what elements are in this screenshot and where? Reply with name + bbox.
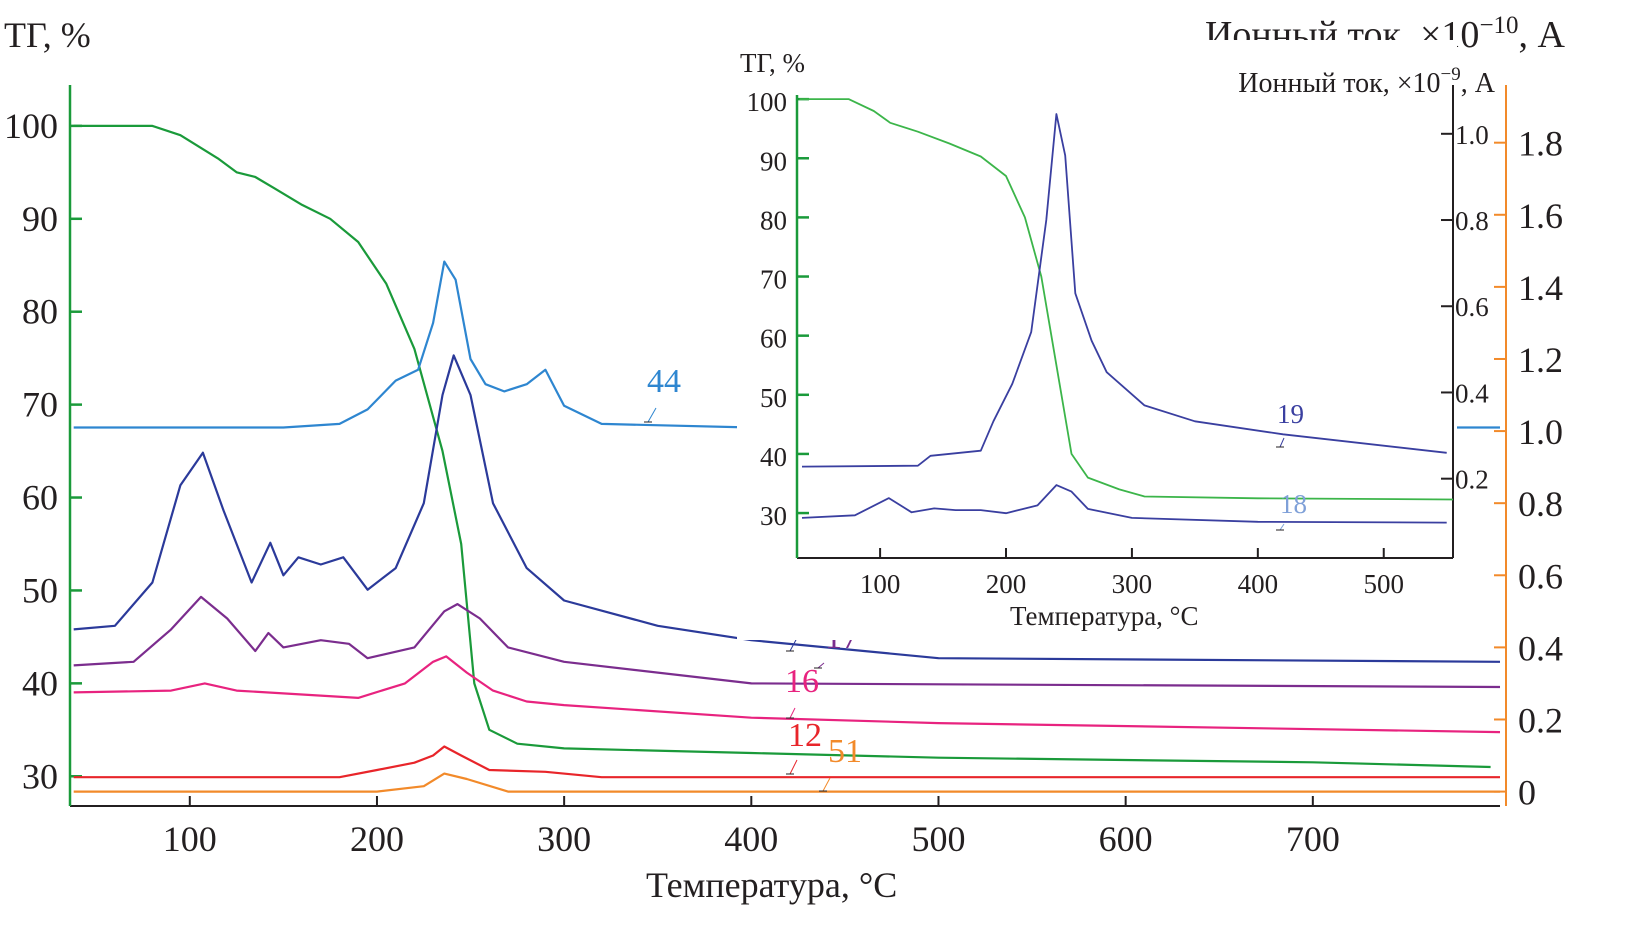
main-x-tick-label: 100 bbox=[163, 819, 217, 859]
inset-x-tick-label: 300 bbox=[1112, 569, 1153, 599]
axis-label-part: −10 bbox=[1479, 12, 1518, 39]
inset-y-left-tick-label: 90 bbox=[760, 146, 787, 176]
axis-label-part: −9 bbox=[1441, 64, 1461, 85]
inset-background bbox=[737, 40, 1457, 640]
inset-y-left-tick-label: 80 bbox=[760, 205, 787, 235]
inset-x-tick-label: 500 bbox=[1363, 569, 1404, 599]
main-x-tick-label: 300 bbox=[537, 819, 591, 859]
main-series-12-line bbox=[73, 745, 1500, 779]
inset-y-right-tick-label: 0.4 bbox=[1455, 378, 1489, 408]
main-series-12-label: 12 bbox=[788, 717, 822, 754]
main-y-right-tick-label: 1.6 bbox=[1518, 196, 1563, 236]
inset-series-ТГ-line bbox=[799, 98, 1454, 501]
inset-y-left-tick-label: 50 bbox=[760, 383, 787, 413]
main-series-16-label: 16 bbox=[785, 663, 819, 700]
main-series-44-label: 44 bbox=[647, 363, 681, 400]
main-series-ТГ-line bbox=[73, 124, 1491, 769]
main-y-left-tick-label: 100 bbox=[4, 106, 58, 146]
main-x-tick-label: 700 bbox=[1286, 819, 1340, 859]
axis-label-part: , А bbox=[1519, 14, 1566, 56]
inset-y-left-axis-label: ТГ, % bbox=[740, 48, 805, 78]
axis-label-part: Ионный ток, ×10 bbox=[1238, 68, 1440, 99]
inset-x-axis-label: Температура, °C bbox=[1010, 601, 1199, 631]
main-y-left-tick-label: 90 bbox=[22, 199, 58, 239]
inset-series-18-leader bbox=[1279, 523, 1285, 531]
main-y-right-tick-label: 1.0 bbox=[1518, 412, 1563, 452]
main-y-right-tick-label: 0.8 bbox=[1518, 484, 1563, 524]
inset-y-right-tick-label: 0.2 bbox=[1455, 465, 1489, 495]
main-y-right-tick-label: 0 bbox=[1518, 773, 1536, 813]
main-series-51-leader bbox=[822, 777, 831, 792]
axis-label-part: , А bbox=[1461, 68, 1496, 99]
main-y-right-tick-label: 1.4 bbox=[1518, 268, 1563, 308]
inset-y-right-axis-label: Ионный ток, ×10−9, А bbox=[1238, 64, 1495, 99]
main-series-18-line bbox=[73, 354, 1501, 663]
inset-series-19-line bbox=[801, 113, 1447, 468]
main-y-left-axis-label: ТГ, % bbox=[4, 15, 91, 55]
main-y-left-tick-label: 40 bbox=[22, 663, 58, 703]
main-y-left-tick-label: 60 bbox=[22, 478, 58, 518]
main-series-16-leader bbox=[789, 707, 796, 719]
main-y-left-tick-label: 30 bbox=[22, 756, 58, 796]
main-series-44-line bbox=[73, 260, 1500, 429]
main-series-17-line bbox=[73, 595, 1501, 689]
inset-x-tick-label: 400 bbox=[1238, 569, 1279, 599]
inset-y-left-tick-label: 70 bbox=[760, 265, 787, 295]
inset-series-19-leader bbox=[1279, 437, 1285, 448]
main-x-tick-label: 200 bbox=[350, 819, 404, 859]
main-y-left-tick-label: 50 bbox=[22, 570, 58, 610]
main-y-right-tick-label: 1.2 bbox=[1518, 340, 1563, 380]
inset-x-tick-label: 100 bbox=[860, 569, 901, 599]
main-y-left-tick-label: 80 bbox=[22, 292, 58, 332]
main-y-right-tick-label: 0.2 bbox=[1518, 700, 1563, 740]
inset-series-18-line bbox=[801, 484, 1447, 524]
main-series-51-line bbox=[73, 772, 1500, 793]
main-series-17-leader bbox=[817, 662, 825, 669]
inset-series-18-label: 18 bbox=[1280, 489, 1307, 519]
main-y-right-tick-label: 0.4 bbox=[1518, 628, 1563, 668]
main-x-tick-label: 400 bbox=[724, 819, 778, 859]
inset-y-left-tick-label: 60 bbox=[760, 324, 787, 354]
inset-y-left-tick-label: 30 bbox=[760, 501, 787, 531]
inset-y-right-tick-label: 0.6 bbox=[1455, 292, 1489, 322]
main-x-tick-label: 500 bbox=[911, 819, 965, 859]
main-series-16-line bbox=[73, 655, 1501, 734]
main-y-right-tick-label: 0.6 bbox=[1518, 556, 1563, 596]
inset-series-19-label: 19 bbox=[1277, 399, 1304, 429]
inset-y-left-tick-label: 40 bbox=[760, 442, 787, 472]
main-series-18-leader bbox=[789, 637, 798, 652]
inset-y-left-tick-label: 100 bbox=[747, 87, 788, 117]
main-x-axis-label: Температура, °C bbox=[646, 865, 897, 905]
inset-x-tick-label: 200 bbox=[986, 569, 1027, 599]
main-series-44-leader bbox=[647, 407, 657, 423]
main-x-tick-label: 600 bbox=[1099, 819, 1153, 859]
main-series-51-label: 51 bbox=[828, 733, 862, 770]
main-y-left-tick-label: 70 bbox=[22, 385, 58, 425]
inset-y-right-tick-label: 0.8 bbox=[1455, 206, 1489, 236]
main-series-12-leader bbox=[789, 759, 798, 775]
inset-y-right-tick-label: 1.0 bbox=[1455, 120, 1489, 150]
main-y-right-tick-label: 1.8 bbox=[1518, 124, 1563, 164]
